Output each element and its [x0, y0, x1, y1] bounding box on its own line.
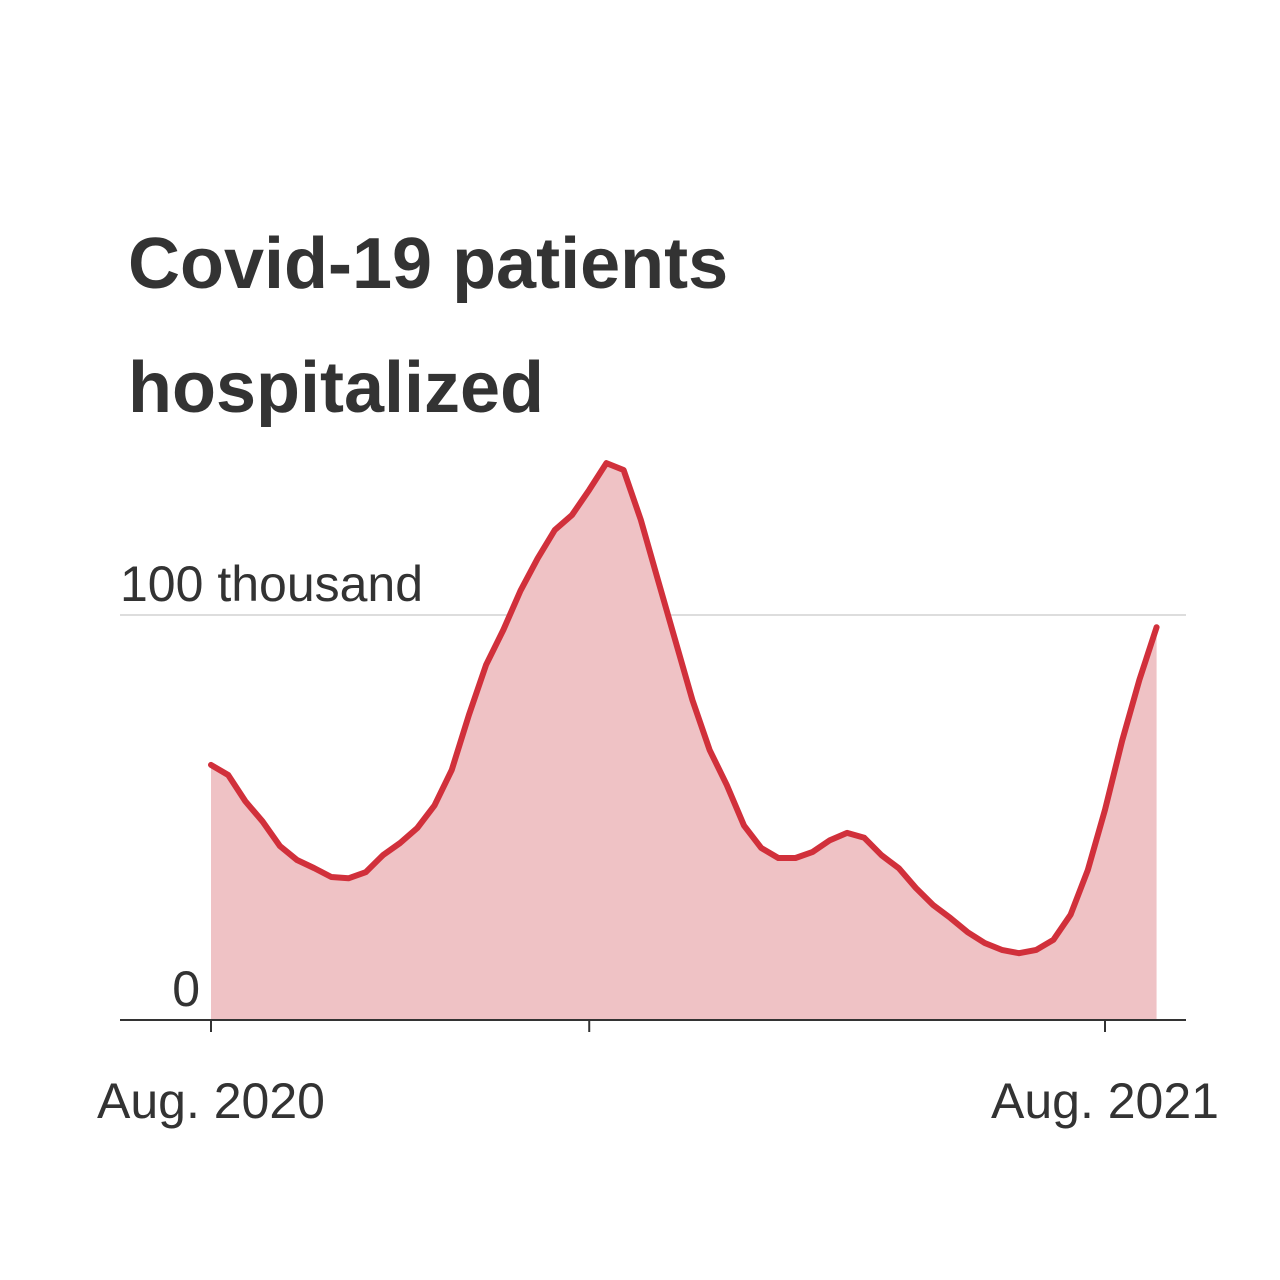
x-tick-label: Aug. 2021: [991, 1073, 1219, 1129]
y-tick-label: 0: [172, 961, 200, 1017]
chart-title: hospitalized: [128, 348, 544, 428]
area: [211, 463, 1157, 1021]
x-tick-label: Aug. 2020: [97, 1073, 325, 1129]
line: [208, 460, 1160, 957]
chart-title: Covid-19 patients: [128, 224, 728, 304]
y-tick-label: 100 thousand: [120, 556, 423, 612]
